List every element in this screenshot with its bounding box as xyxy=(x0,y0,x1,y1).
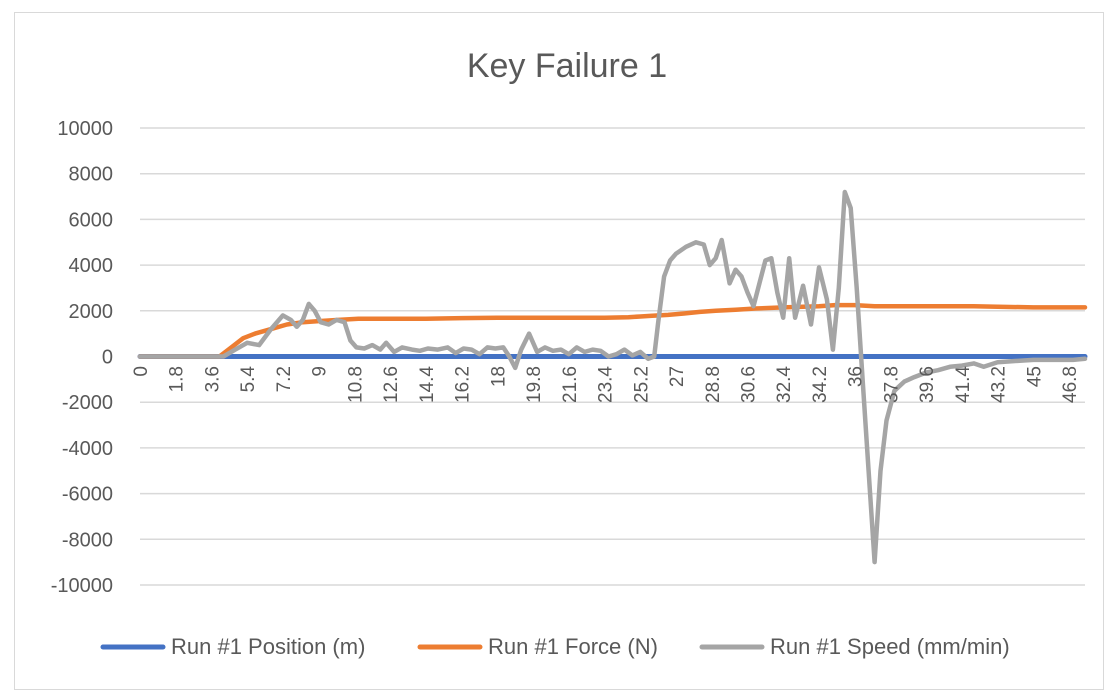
x-tick-label: 16.2 xyxy=(453,366,474,403)
y-tick-label: 4000 xyxy=(69,255,114,277)
x-tick-label: 21.6 xyxy=(560,366,581,403)
x-tick-label: 32.4 xyxy=(774,366,795,403)
x-tick-label: 10.8 xyxy=(345,366,366,403)
y-tick-label: -2000 xyxy=(62,392,113,414)
series-line-2 xyxy=(137,189,1088,565)
x-tick-label: 5.4 xyxy=(238,366,259,393)
legend-item-0: Run #1 Position (m) xyxy=(100,634,365,659)
x-axis-ticks: 0 1.8 3.6 5.4 7.2 9 10.8 12.6 14.4 16.2 18 19.8 21.6… xyxy=(131,366,1081,403)
x-tick-label: 12.6 xyxy=(381,366,402,403)
x-tick-label: 1.8 xyxy=(167,366,188,392)
series-line-1 xyxy=(137,302,1088,359)
x-tick-label: 27 xyxy=(667,366,688,387)
legend: Run #1 Position (m) Run #1 Force (N) Run #… xyxy=(100,634,1010,659)
x-tick-label: 19.8 xyxy=(524,366,545,403)
y-tick-label: -10000 xyxy=(51,575,113,597)
x-tick-label: 7.2 xyxy=(274,366,295,392)
legend-label: Run #1 Force (N) xyxy=(488,634,658,659)
y-tick-label: -4000 xyxy=(62,438,113,460)
y-tick-label: 10000 xyxy=(57,118,113,140)
legend-label: Run #1 Position (m) xyxy=(171,634,365,659)
series-lines xyxy=(137,189,1088,565)
y-tick-label: -8000 xyxy=(62,529,113,551)
x-tick-label: 28.8 xyxy=(703,366,724,403)
y-tick-label: 0 xyxy=(102,347,113,369)
x-tick-label: 0 xyxy=(131,366,152,377)
x-tick-label: 3.6 xyxy=(203,366,224,392)
x-tick-label: 41.4 xyxy=(953,366,974,403)
y-axis-ticks: 10000 8000 6000 4000 2000 0 -2000 -4000 -6000 -80… xyxy=(51,118,113,597)
x-tick-label: 46.8 xyxy=(1060,366,1081,403)
x-tick-label: 9 xyxy=(310,366,331,377)
legend-label: Run #1 Speed (mm/min) xyxy=(770,634,1010,659)
x-tick-label: 14.4 xyxy=(417,366,438,403)
x-tick-label: 45 xyxy=(1024,366,1045,387)
y-tick-label: -6000 xyxy=(62,484,113,506)
y-tick-label: 6000 xyxy=(69,209,114,231)
x-tick-label: 43.2 xyxy=(989,366,1010,403)
x-tick-label: 36 xyxy=(846,366,867,387)
x-tick-label: 25.2 xyxy=(631,366,652,403)
x-tick-label: 23.4 xyxy=(596,366,617,403)
x-tick-label: 30.6 xyxy=(739,366,760,403)
legend-item-1: Run #1 Force (N) xyxy=(417,634,658,659)
chart-title: Key Failure 1 xyxy=(467,47,667,85)
x-tick-label: 34.2 xyxy=(810,366,831,403)
y-tick-label: 2000 xyxy=(69,301,114,323)
y-tick-label: 8000 xyxy=(69,164,114,186)
x-tick-label: 39.6 xyxy=(917,366,938,403)
x-tick-label: 18 xyxy=(488,366,509,387)
legend-item-2: Run #1 Speed (mm/min) xyxy=(699,634,1010,659)
x-tick-label: 37.8 xyxy=(881,366,902,403)
